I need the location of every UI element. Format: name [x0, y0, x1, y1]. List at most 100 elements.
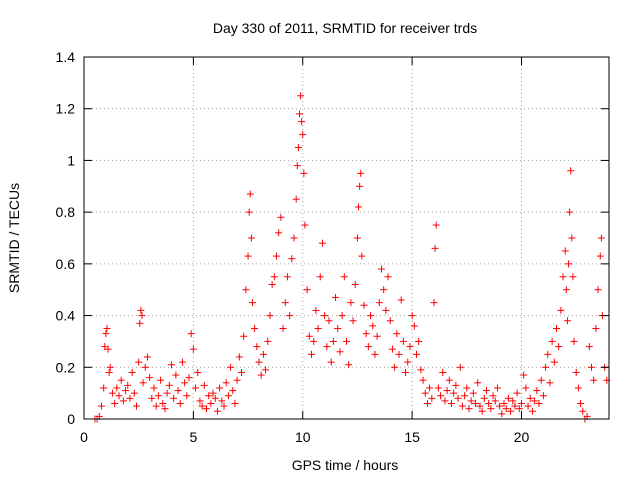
y-tick-label: 1.2: [56, 101, 76, 117]
data-point: [352, 281, 359, 288]
data-point: [304, 286, 311, 293]
data-point: [269, 281, 276, 288]
data-point: [568, 235, 575, 242]
data-point: [431, 299, 438, 306]
data-point: [177, 400, 184, 407]
data-point: [256, 359, 263, 366]
data-point: [146, 374, 153, 381]
data-point: [385, 273, 392, 280]
data-point: [201, 382, 208, 389]
data-point: [168, 361, 175, 368]
data-point: [575, 384, 582, 391]
data-point: [166, 382, 173, 389]
data-point: [542, 364, 549, 371]
data-point: [560, 273, 567, 280]
data-point: [273, 253, 280, 260]
data-point: [551, 359, 558, 366]
data-point: [588, 364, 595, 371]
data-point: [151, 384, 158, 391]
data-point: [363, 330, 370, 337]
data-point: [376, 299, 383, 306]
data-point: [396, 351, 403, 358]
data-point: [164, 390, 171, 397]
data-point: [288, 255, 295, 262]
y-axis-label: SRMTID / TECUs: [6, 183, 22, 293]
data-point: [242, 286, 249, 293]
data-point: [525, 403, 532, 410]
data-point: [295, 144, 302, 151]
data-point: [234, 377, 241, 384]
data-point: [136, 320, 143, 327]
data-point: [214, 408, 221, 415]
data-point: [107, 364, 114, 371]
data-point: [355, 203, 362, 210]
data-point: [306, 333, 313, 340]
data-point: [354, 235, 361, 242]
data-point: [328, 359, 335, 366]
data-point: [470, 390, 477, 397]
data-point: [417, 366, 424, 373]
data-point: [142, 364, 149, 371]
data-point: [190, 346, 197, 353]
x-tick-label: 5: [189, 429, 197, 445]
data-point: [227, 364, 234, 371]
data-point: [402, 369, 409, 376]
chart-title: Day 330 of 2011, SRMTID for receiver trd…: [213, 20, 477, 36]
data-point: [258, 372, 265, 379]
data-point: [223, 379, 230, 386]
data-point: [389, 346, 396, 353]
data-point: [420, 377, 427, 384]
data-point: [301, 222, 308, 229]
data-point: [398, 297, 405, 304]
data-point: [564, 317, 571, 324]
data-point: [277, 214, 284, 221]
data-point: [494, 384, 501, 391]
data-point: [540, 392, 547, 399]
data-point: [374, 333, 381, 340]
data-point: [98, 403, 105, 410]
y-tick-label: 0: [67, 411, 75, 427]
data-point: [153, 403, 160, 410]
data-point: [138, 312, 145, 319]
data-point: [280, 325, 287, 332]
data-point: [573, 369, 580, 376]
data-point: [144, 353, 151, 360]
data-point: [481, 395, 488, 402]
data-point: [266, 312, 273, 319]
data-point: [282, 299, 289, 306]
data-point: [284, 273, 291, 280]
data-point: [565, 260, 572, 267]
data-point: [236, 353, 243, 360]
data-point: [126, 395, 133, 402]
data-point: [343, 338, 350, 345]
data-point: [231, 400, 238, 407]
data-point: [225, 392, 232, 399]
data-point: [129, 369, 136, 376]
data-point: [446, 377, 453, 384]
data-point: [294, 162, 301, 169]
data-point: [299, 131, 306, 138]
data-point: [148, 395, 155, 402]
data-point: [100, 384, 107, 391]
data-point: [310, 338, 317, 345]
data-point: [308, 351, 315, 358]
data-point: [441, 397, 448, 404]
data-point: [131, 390, 138, 397]
x-tick-label: 0: [80, 429, 88, 445]
data-point: [116, 392, 123, 399]
y-tick-label: 0.6: [56, 256, 76, 272]
data-point: [275, 229, 282, 236]
data-point: [586, 343, 593, 350]
data-point: [544, 351, 551, 358]
data-point: [103, 325, 110, 332]
data-point: [577, 400, 584, 407]
data-point: [229, 387, 236, 394]
data-point: [498, 410, 505, 417]
data-point: [251, 325, 258, 332]
data-point: [474, 379, 481, 386]
y-tick-label: 0.8: [56, 204, 76, 220]
data-point: [245, 253, 252, 260]
data-point: [246, 209, 253, 216]
data-point: [358, 253, 365, 260]
data-point: [598, 235, 605, 242]
